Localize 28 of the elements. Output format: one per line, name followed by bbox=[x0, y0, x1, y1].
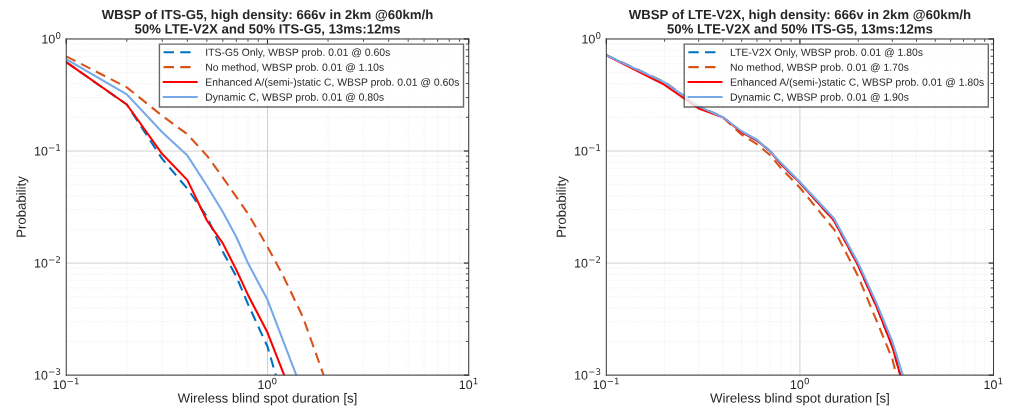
y-tick-label: 10$^{−2}$ bbox=[575, 256, 601, 268]
y-tick-label: 10$^{−1}$ bbox=[575, 144, 601, 156]
x-tick-label: 10$^{1}$ bbox=[459, 377, 478, 390]
x-axis-title: Wireless blind spot duration [s] bbox=[710, 393, 889, 406]
legend-label: No method, WBSP prob. 0.01 @ 1.70s bbox=[730, 63, 909, 73]
y-axis-title: Probability bbox=[556, 176, 569, 237]
y-tick-label: 10$^{−3}$ bbox=[575, 368, 601, 380]
chart-title: WBSP of LTE-V2X, high density: 666v in 2km @60km/h 50% LTE-V2X and 50% ITS-G5, 13ms:12ms bbox=[628, 9, 971, 36]
legend-label: ITS-G5 Only, WBSP prob. 0.01 @ 0.60s bbox=[206, 48, 390, 59]
y-tick-label: 10$^{−3}$ bbox=[34, 368, 61, 380]
chart-title: WBSP of ITS-G5, high density: 666v in 2km @60km/h 50% LTE-V2X and 50% ITS-G5, 13ms:12ms bbox=[101, 9, 433, 36]
legend-label: Dynamic C, WBSP prob. 0.01 @ 0.80s bbox=[206, 93, 384, 103]
x-tick-label: 10$^{−1}$ bbox=[53, 377, 79, 390]
legend-label: Enhanced A/(semi-)static C, WBSP prob. 0.01 @ 0.60s bbox=[206, 78, 459, 88]
legend-label: No method, WBSP prob. 0.01 @ 1.10s bbox=[206, 63, 384, 73]
x-tick-label: 10$^{1}$ bbox=[984, 377, 1003, 390]
legend-label: Enhanced A/(semi-)static C, WBSP prob. 0.01 @ 1.80s bbox=[730, 78, 984, 88]
y-axis-title: Probability bbox=[16, 176, 29, 237]
y-tick-label: 10$^{0}$ bbox=[42, 32, 61, 44]
legend-label: Dynamic C, WBSP prob. 0.01 @ 1.90s bbox=[730, 93, 909, 103]
x-tick-label: 10$^{−1}$ bbox=[593, 377, 619, 390]
y-tick-label: 10$^{−2}$ bbox=[34, 256, 61, 268]
x-tick-label: 10$^{0}$ bbox=[258, 377, 277, 390]
y-tick-label: 10$^{0}$ bbox=[582, 32, 601, 44]
legend-label: LTE-V2X Only, WBSP prob. 0.01 @ 1.80s bbox=[730, 48, 923, 59]
y-tick-label: 10$^{−1}$ bbox=[34, 144, 61, 156]
x-axis-title: Wireless blind spot duration [s] bbox=[177, 393, 357, 406]
x-tick-label: 10$^{0}$ bbox=[790, 377, 809, 390]
